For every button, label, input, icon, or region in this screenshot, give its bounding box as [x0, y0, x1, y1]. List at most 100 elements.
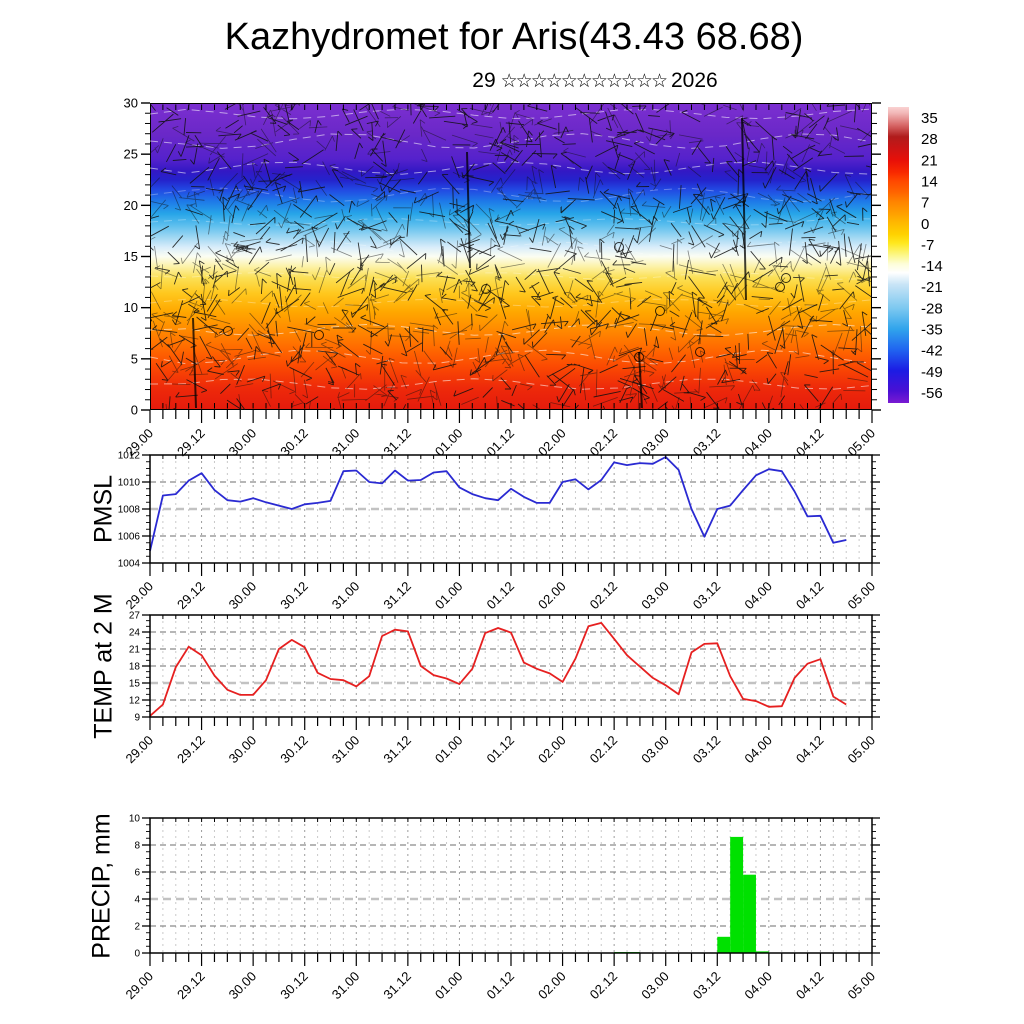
svg-text:15: 15: [129, 679, 141, 690]
svg-text:31.12: 31.12: [380, 733, 414, 767]
svg-text:01.00: 01.00: [432, 733, 466, 767]
pmsl-chart: 1004 1006 1008 1010 1012 29.00 29.12 30.00 30.12…: [118, 451, 880, 613]
subtitle-stars-glyphs: ☆☆☆☆☆☆☆☆☆☆☆: [500, 71, 668, 92]
svg-text:03.00: 03.00: [638, 426, 672, 460]
svg-text:03.12: 03.12: [690, 579, 724, 613]
svg-text:-21: -21: [921, 279, 943, 296]
svg-text:05.00: 05.00: [845, 733, 879, 767]
svg-text:4: 4: [134, 895, 140, 906]
svg-text:01.00: 01.00: [432, 426, 466, 460]
svg-text:31.12: 31.12: [380, 579, 414, 613]
svg-text:6: 6: [134, 868, 140, 879]
svg-text:1004: 1004: [118, 559, 141, 570]
svg-text:29.12: 29.12: [174, 969, 208, 1003]
svg-text:2: 2: [134, 922, 140, 933]
svg-text:-14: -14: [921, 258, 943, 275]
svg-text:29.00: 29.00: [123, 969, 157, 1003]
svg-text:15: 15: [124, 249, 138, 264]
svg-text:30.00: 30.00: [226, 969, 260, 1003]
svg-text:10: 10: [124, 300, 138, 315]
svg-text:24: 24: [129, 628, 141, 639]
precip-bar: [717, 936, 731, 953]
svg-text:1012: 1012: [118, 451, 141, 462]
svg-text:29.00: 29.00: [123, 579, 157, 613]
svg-text:30.00: 30.00: [226, 426, 260, 460]
svg-text:30.12: 30.12: [277, 426, 311, 460]
svg-text:21: 21: [129, 645, 141, 656]
svg-text:5: 5: [131, 351, 138, 366]
wind-barbs-layer: [150, 103, 872, 410]
subtitle-day: 29: [472, 69, 496, 92]
svg-text:02.12: 02.12: [587, 969, 621, 1003]
svg-text:18: 18: [129, 662, 141, 673]
svg-text:0: 0: [131, 403, 138, 418]
svg-text:30.00: 30.00: [226, 579, 260, 613]
svg-text:01.12: 01.12: [484, 733, 518, 767]
precip-chart: 0 2 4 6 8 10 29.00 29.12 30.00 30.12 31.00 31.12 01.…: [123, 814, 880, 1003]
svg-text:03.12: 03.12: [690, 426, 724, 460]
svg-text:02.00: 02.00: [535, 426, 569, 460]
svg-text:-28: -28: [921, 300, 943, 317]
svg-text:31.00: 31.00: [329, 969, 363, 1003]
svg-text:05.00: 05.00: [845, 426, 879, 460]
svg-text:02.00: 02.00: [535, 579, 569, 613]
svg-text:30: 30: [124, 96, 138, 111]
svg-text:-56: -56: [921, 385, 943, 402]
cross-section-decor: [150, 103, 872, 410]
svg-text:-42: -42: [921, 343, 943, 360]
svg-text:30.12: 30.12: [277, 579, 311, 613]
precip-bar: [743, 874, 756, 953]
svg-text:29.12: 29.12: [174, 426, 208, 460]
svg-text:05.00: 05.00: [845, 969, 879, 1003]
svg-text:10: 10: [129, 814, 141, 825]
svg-text:1006: 1006: [118, 532, 141, 543]
svg-text:01.00: 01.00: [432, 969, 466, 1003]
svg-text:04.00: 04.00: [741, 733, 775, 767]
svg-text:03.00: 03.00: [638, 733, 672, 767]
date-subtitle: 29 ☆☆☆☆☆☆☆☆☆☆☆ 2026: [472, 69, 717, 93]
svg-text:1008: 1008: [118, 505, 141, 516]
svg-text:29.12: 29.12: [174, 579, 208, 613]
colorbar-labels: 35 28 21 14 7 0 -7 -14 -21 -28 -35 -42 -49 -56: [921, 110, 943, 402]
svg-text:31.12: 31.12: [380, 969, 414, 1003]
svg-text:03.00: 03.00: [638, 579, 672, 613]
svg-text:9: 9: [134, 713, 140, 724]
page-title: Kazhydromet for Aris(43.43 68.68): [224, 16, 804, 58]
svg-text:0: 0: [134, 949, 140, 960]
svg-text:20: 20: [124, 198, 138, 213]
svg-text:02.00: 02.00: [535, 969, 569, 1003]
svg-text:35: 35: [921, 110, 938, 127]
svg-text:04.00: 04.00: [741, 579, 775, 613]
svg-text:29.12: 29.12: [174, 733, 208, 767]
svg-text:03.00: 03.00: [638, 969, 672, 1003]
svg-text:12: 12: [129, 696, 141, 707]
svg-text:31.00: 31.00: [329, 733, 363, 767]
svg-text:-35: -35: [921, 322, 943, 339]
svg-text:04.12: 04.12: [793, 733, 827, 767]
svg-text:8: 8: [134, 841, 140, 852]
svg-text:04.00: 04.00: [741, 969, 775, 1003]
svg-text:31.00: 31.00: [329, 579, 363, 613]
svg-text:25: 25: [124, 147, 138, 162]
svg-text:-7: -7: [921, 237, 934, 254]
svg-text:03.12: 03.12: [690, 969, 724, 1003]
svg-text:30.12: 30.12: [277, 733, 311, 767]
svg-text:14: 14: [921, 173, 938, 190]
svg-text:7: 7: [921, 195, 929, 212]
svg-text:29.00: 29.00: [123, 733, 157, 767]
svg-text:02.00: 02.00: [535, 733, 569, 767]
svg-text:0: 0: [921, 216, 929, 233]
svg-text:31.00: 31.00: [329, 426, 363, 460]
svg-text:31.12: 31.12: [380, 426, 414, 460]
svg-text:-49: -49: [921, 364, 943, 381]
svg-text:04.12: 04.12: [793, 579, 827, 613]
svg-text:30.12: 30.12: [277, 969, 311, 1003]
svg-text:01.12: 01.12: [484, 579, 518, 613]
svg-text:02.12: 02.12: [587, 426, 621, 460]
svg-text:28: 28: [921, 131, 938, 148]
subtitle-year: 2026: [671, 69, 718, 92]
precip-bar: [755, 951, 769, 953]
